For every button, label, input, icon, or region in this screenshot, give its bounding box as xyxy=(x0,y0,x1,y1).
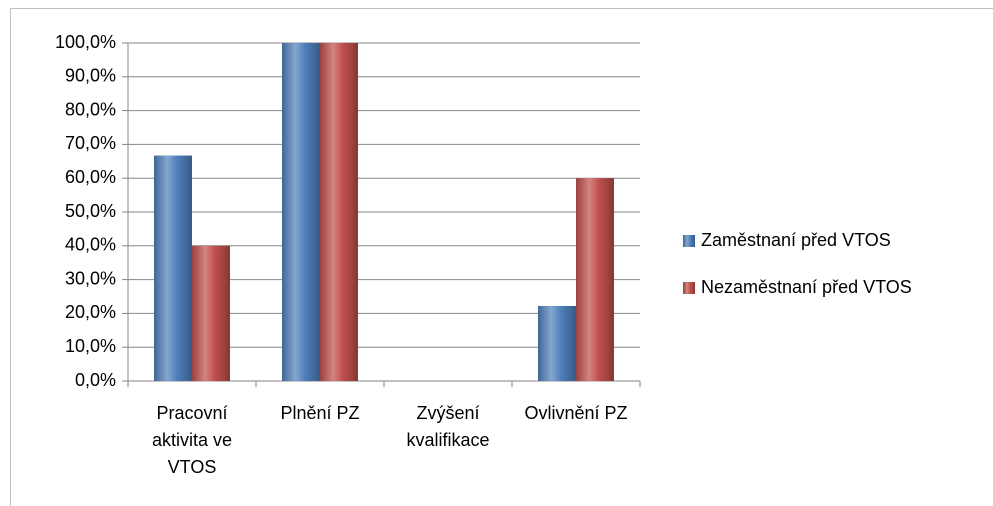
legend-label: Zaměstnaní před VTOS xyxy=(701,230,891,250)
legend-swatch xyxy=(683,235,695,247)
y-tick-label: 100,0% xyxy=(55,32,116,52)
chart-frame xyxy=(10,8,993,506)
legend-swatch xyxy=(683,282,695,294)
y-tick-label: 10,0% xyxy=(65,336,116,356)
bar xyxy=(154,155,192,381)
legend-label: Nezaměstnaní před VTOS xyxy=(701,277,912,297)
y-tick-label: 40,0% xyxy=(65,235,116,255)
y-tick-label: 0,0% xyxy=(75,370,116,390)
bar xyxy=(576,178,614,381)
y-tick-label: 60,0% xyxy=(65,167,116,187)
x-tick-label: Zvýšení kvalifikace xyxy=(406,403,490,450)
bar xyxy=(320,43,358,381)
x-tick-label: Ovlivnění PZ xyxy=(524,403,628,423)
y-tick-label: 30,0% xyxy=(65,268,116,288)
x-tick-label: Pracovní aktivita ve VTOS xyxy=(151,403,233,477)
y-tick-label: 20,0% xyxy=(65,302,116,322)
x-tick-label: Plnění PZ xyxy=(280,403,360,423)
y-tick-label: 80,0% xyxy=(65,99,116,119)
bar xyxy=(282,43,320,381)
y-tick-label: 50,0% xyxy=(65,201,116,221)
bar xyxy=(192,245,230,381)
y-tick-label: 90,0% xyxy=(65,66,116,86)
y-tick-label: 70,0% xyxy=(65,133,116,153)
bar xyxy=(538,305,576,381)
